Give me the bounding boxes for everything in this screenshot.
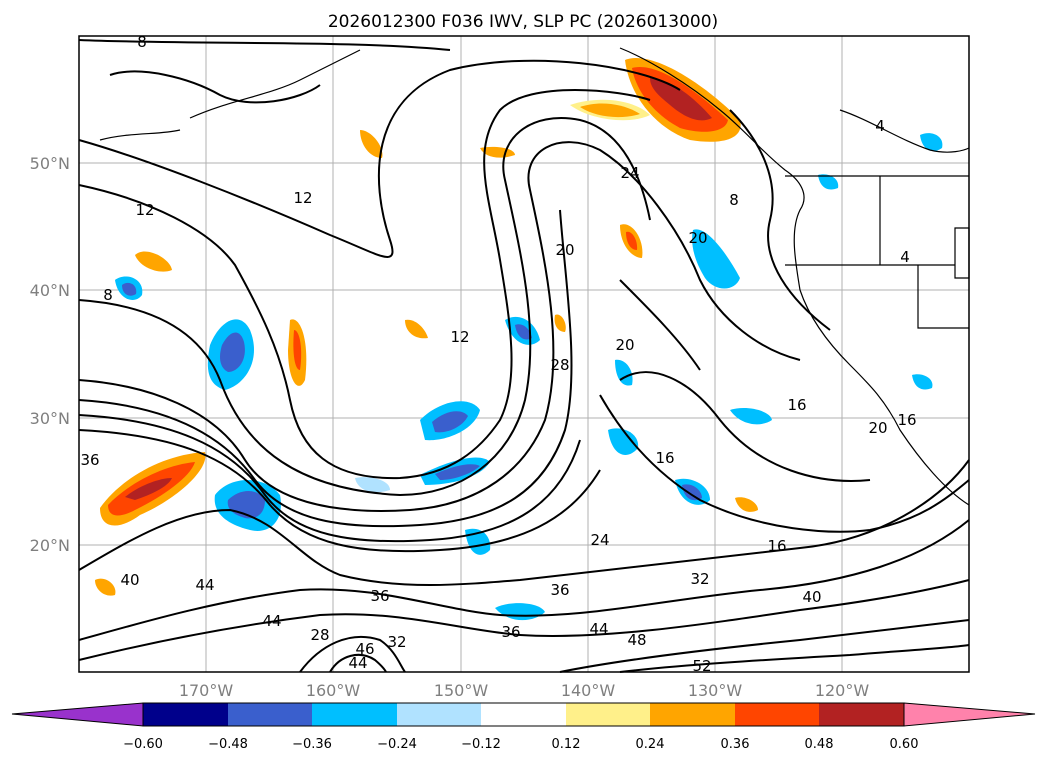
longitude-labels: 170°W 160°W 150°W 140°W 130°W 120°W bbox=[179, 681, 870, 700]
lon-label: 130°W bbox=[688, 681, 743, 700]
lat-label: 50°N bbox=[30, 154, 70, 173]
contour-label: 24 bbox=[590, 531, 609, 549]
contour-label: 8 bbox=[103, 286, 113, 304]
contour-label: 52 bbox=[692, 657, 711, 675]
latitude-labels: 50°N 40°N 30°N 20°N bbox=[30, 154, 70, 555]
chart-title: 2026012300 F036 IWV, SLP PC (2026013000) bbox=[328, 12, 718, 32]
colorbar-ticks: −0.60 −0.48 −0.36 −0.24 −0.12 0.12 0.24 … bbox=[123, 737, 918, 752]
contour-label: 16 bbox=[767, 537, 786, 555]
contour-label: 12 bbox=[135, 201, 154, 219]
contour-label: 20 bbox=[868, 419, 887, 437]
colorbar-segment bbox=[312, 703, 397, 726]
colorbar-extend-left bbox=[11, 702, 144, 727]
contour-label: 16 bbox=[787, 396, 806, 414]
colorbar-tick-label: 0.24 bbox=[636, 737, 665, 752]
colorbar-segment bbox=[481, 703, 566, 726]
contour-label: 48 bbox=[627, 631, 646, 649]
contour-label: 36 bbox=[80, 451, 99, 469]
contour-labels: 8 12 12 12 8 24 20 20 28 20 16 16 20 16 … bbox=[80, 33, 916, 675]
contour-label: 36 bbox=[550, 581, 569, 599]
contour-label: 24 bbox=[620, 164, 639, 182]
colorbar-segment bbox=[735, 703, 819, 726]
colorbar-tick-label: 0.60 bbox=[890, 737, 919, 752]
contour-label: 46 bbox=[355, 640, 374, 658]
contour-label: 36 bbox=[370, 587, 389, 605]
contour-label: 28 bbox=[550, 356, 569, 374]
contour-label: 44 bbox=[195, 576, 214, 594]
lat-label: 30°N bbox=[30, 409, 70, 428]
lon-label: 170°W bbox=[179, 681, 234, 700]
contour-label: 8 bbox=[137, 33, 147, 51]
contour-label: 40 bbox=[120, 571, 139, 589]
colorbar-segment bbox=[650, 703, 735, 726]
colorbar-frame bbox=[142, 702, 905, 727]
lat-label: 40°N bbox=[30, 281, 70, 300]
contour-label: 44 bbox=[589, 620, 608, 638]
colorbar-segment bbox=[819, 703, 904, 726]
colorbar-segment bbox=[397, 703, 481, 726]
colorbar-tick-label: −0.12 bbox=[461, 737, 501, 752]
lon-label: 160°W bbox=[306, 681, 361, 700]
colorbar-tick-label: 0.36 bbox=[721, 737, 750, 752]
colorbar-segment bbox=[228, 703, 312, 726]
colorbar-tick-label: 0.12 bbox=[552, 737, 581, 752]
colorbar-tick-label: −0.24 bbox=[377, 737, 417, 752]
colorbar: −0.60 −0.48 −0.36 −0.24 −0.12 0.12 0.24 … bbox=[11, 702, 1036, 752]
contour-label: 28 bbox=[310, 626, 329, 644]
slp-contours bbox=[78, 39, 970, 673]
contour-label: 32 bbox=[690, 570, 709, 588]
contour-label: 32 bbox=[387, 633, 406, 651]
contour-label: 16 bbox=[897, 411, 916, 429]
contour-label: 36 bbox=[501, 623, 520, 641]
lon-label: 150°W bbox=[434, 681, 489, 700]
contour-label: 8 bbox=[729, 191, 739, 209]
contour-label: 4 bbox=[900, 248, 910, 266]
colorbar-segment bbox=[143, 703, 228, 726]
colorbar-tick-label: −0.60 bbox=[123, 737, 163, 752]
contour-label: 40 bbox=[802, 588, 821, 606]
contour-label: 12 bbox=[450, 328, 469, 346]
contour-label: 20 bbox=[555, 241, 574, 259]
lat-label: 20°N bbox=[30, 536, 70, 555]
contour-label: 44 bbox=[262, 612, 281, 630]
colorbar-tick-label: −0.36 bbox=[292, 737, 332, 752]
map-panel: 8 12 12 12 8 24 20 20 28 20 16 16 20 16 … bbox=[78, 33, 970, 675]
contour-label: 12 bbox=[293, 189, 312, 207]
contour-label: 4 bbox=[875, 117, 885, 135]
lon-label: 140°W bbox=[561, 681, 616, 700]
colorbar-extend-right bbox=[903, 702, 1036, 727]
colorbar-segment bbox=[566, 703, 650, 726]
coastline bbox=[99, 47, 970, 506]
contour-label: 16 bbox=[655, 449, 674, 467]
contour-label: 44 bbox=[348, 654, 367, 672]
colorbar-tick-label: 0.48 bbox=[805, 737, 834, 752]
colorbar-tick-label: −0.48 bbox=[208, 737, 248, 752]
contour-label: 20 bbox=[688, 229, 707, 247]
lon-label: 120°W bbox=[815, 681, 870, 700]
map-frame bbox=[78, 35, 970, 673]
contour-label: 20 bbox=[615, 336, 634, 354]
